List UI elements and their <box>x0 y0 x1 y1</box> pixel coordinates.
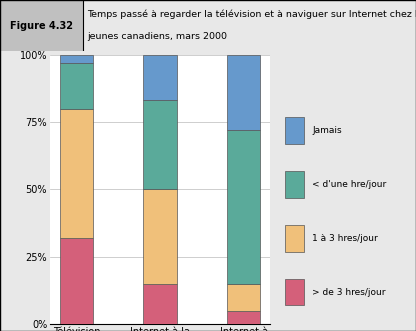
Bar <box>227 284 260 311</box>
Bar <box>144 55 177 101</box>
Bar <box>144 189 177 284</box>
Bar <box>227 55 260 130</box>
Bar <box>285 170 304 198</box>
Bar <box>60 55 93 63</box>
Bar <box>227 311 260 324</box>
Text: Jamais: Jamais <box>312 126 342 135</box>
Text: < d'une hre/jour: < d'une hre/jour <box>312 180 386 189</box>
Bar <box>60 109 93 238</box>
Text: Figure 4.32: Figure 4.32 <box>10 21 73 31</box>
Bar <box>144 101 177 189</box>
Text: Temps passé à regarder la télévision et à naviguer sur Internet chez les: Temps passé à regarder la télévision et … <box>87 10 416 19</box>
Bar <box>285 224 304 252</box>
Text: jeunes canadiens, mars 2000: jeunes canadiens, mars 2000 <box>87 32 228 41</box>
Bar <box>144 284 177 324</box>
Bar <box>60 63 93 109</box>
Bar <box>0 0 83 51</box>
Bar <box>227 130 260 284</box>
Text: 1 à 3 hres/jour: 1 à 3 hres/jour <box>312 234 378 243</box>
Bar <box>50 324 270 331</box>
Bar <box>285 117 304 144</box>
Text: > de 3 hres/jour: > de 3 hres/jour <box>312 288 386 297</box>
Bar <box>60 238 93 324</box>
Bar <box>285 278 304 306</box>
